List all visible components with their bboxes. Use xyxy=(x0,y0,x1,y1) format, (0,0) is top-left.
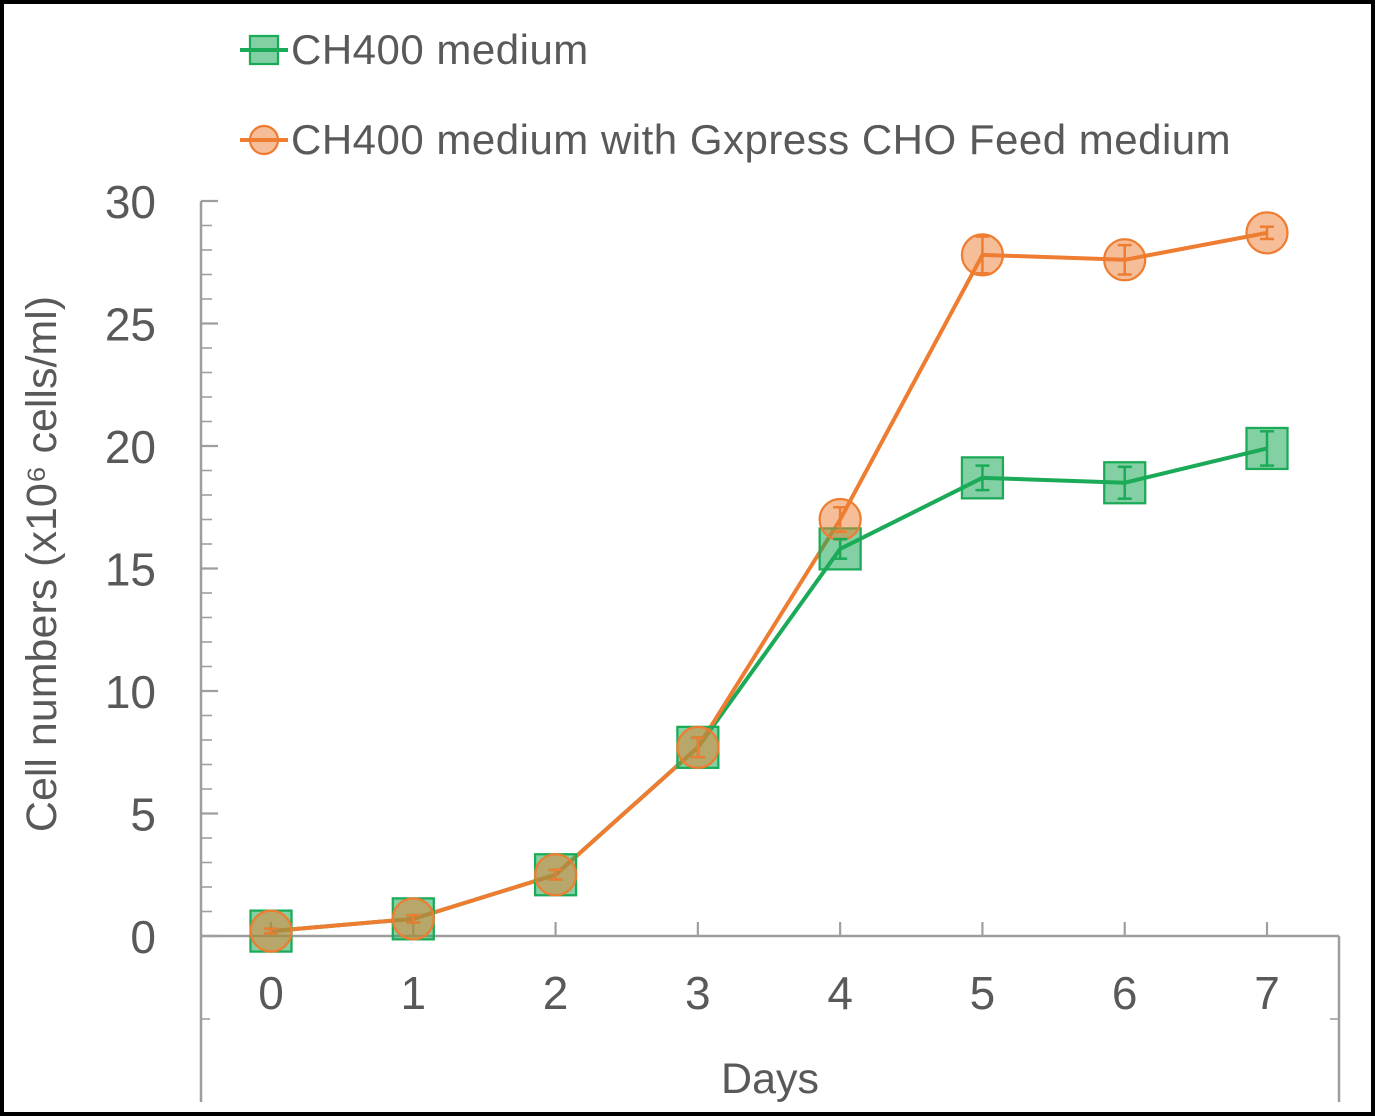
error-bar-series-1-day-0 xyxy=(264,927,278,935)
legend-label-ch400: CH400 medium xyxy=(291,26,589,73)
error-bar-series-1-day-3 xyxy=(690,736,705,759)
error-bar-series-0-day-4 xyxy=(833,537,848,560)
y-tick-label: 0 xyxy=(130,911,156,963)
x-tick-label: 3 xyxy=(685,967,711,1019)
legend-marker-circle-icon xyxy=(240,124,288,156)
y-tick-label: 10 xyxy=(105,666,156,718)
legend-label-ch400-feed: CH400 medium with Gxpress CHO Feed mediu… xyxy=(291,116,1232,163)
error-bar-series-0-day-5 xyxy=(975,464,990,492)
error-bar-series-1-day-6 xyxy=(1117,243,1132,276)
x-tick-label: 2 xyxy=(543,967,569,1019)
error-bar-series-1-day-1 xyxy=(406,913,421,924)
x-tick-label: 0 xyxy=(258,967,284,1019)
error-bar-series-0-day-6 xyxy=(1117,465,1132,500)
error-bar-series-1-day-5 xyxy=(975,235,990,275)
y-tick-label: 25 xyxy=(105,299,156,351)
legend-item-ch400: CH400 medium xyxy=(240,26,1231,74)
x-tick-label: 5 xyxy=(970,967,996,1019)
y-tick-label: 15 xyxy=(105,544,156,596)
x-tick-label: 6 xyxy=(1112,967,1138,1019)
x-tick-label: 7 xyxy=(1254,967,1280,1019)
chart-legend: CH400 medium CH400 medium with Gxpress C… xyxy=(240,26,1231,164)
error-bar-series-1-day-2 xyxy=(548,868,563,881)
x-tick-label: 1 xyxy=(400,967,426,1019)
y-tick-label: 30 xyxy=(105,176,156,228)
x-tick-label: 4 xyxy=(827,967,853,1019)
legend-item-ch400-feed: CH400 medium with Gxpress CHO Feed mediu… xyxy=(240,116,1231,164)
y-tick-label: 5 xyxy=(130,789,156,841)
series-line-1 xyxy=(270,230,1268,934)
error-bar-series-1-day-4 xyxy=(833,506,848,533)
y-axis-title: Cell numbers (x10⁶ cells/ml) xyxy=(18,296,66,832)
y-tick-label: 20 xyxy=(105,421,156,473)
legend-marker-square-icon xyxy=(240,34,288,66)
x-axis-title: Days xyxy=(721,1055,819,1103)
series-line-0 xyxy=(270,446,1268,934)
plot-area: 0 5 10 15 20 25 30 0 1 2 3 4 5 6 7 Days Cell numbers (x1… xyxy=(18,176,1341,1103)
error-bar-series-1-day-7 xyxy=(1259,225,1274,241)
error-bar-series-0-day-7 xyxy=(1259,430,1274,467)
